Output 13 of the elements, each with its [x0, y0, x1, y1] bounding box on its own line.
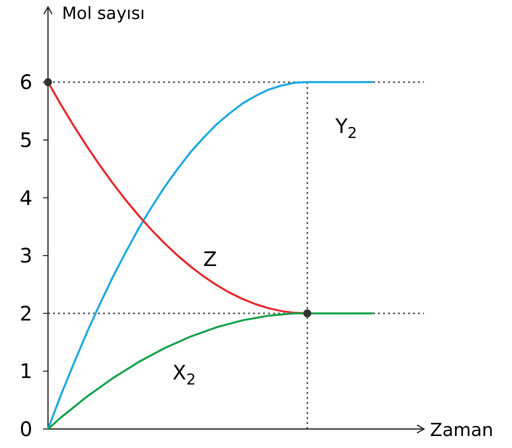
y-tick-label: 1: [20, 359, 32, 384]
y-tick-label: 4: [20, 186, 32, 210]
series-label: Y$_{2}$: [334, 114, 358, 142]
x-axis-title: Zaman: [430, 420, 494, 441]
y-tick-label: 3: [20, 244, 32, 268]
y-tick-label: 6: [20, 70, 32, 94]
series-label: Z: [203, 247, 217, 272]
series-label: X$_{2}$: [172, 360, 196, 388]
line-series: [47, 81, 374, 430]
y-axis-title: Mol sayısı: [62, 4, 145, 24]
y-tick-label: 5: [20, 128, 32, 152]
y-tick-label: 2: [20, 301, 32, 326]
y-tick-label: 0: [20, 417, 32, 441]
